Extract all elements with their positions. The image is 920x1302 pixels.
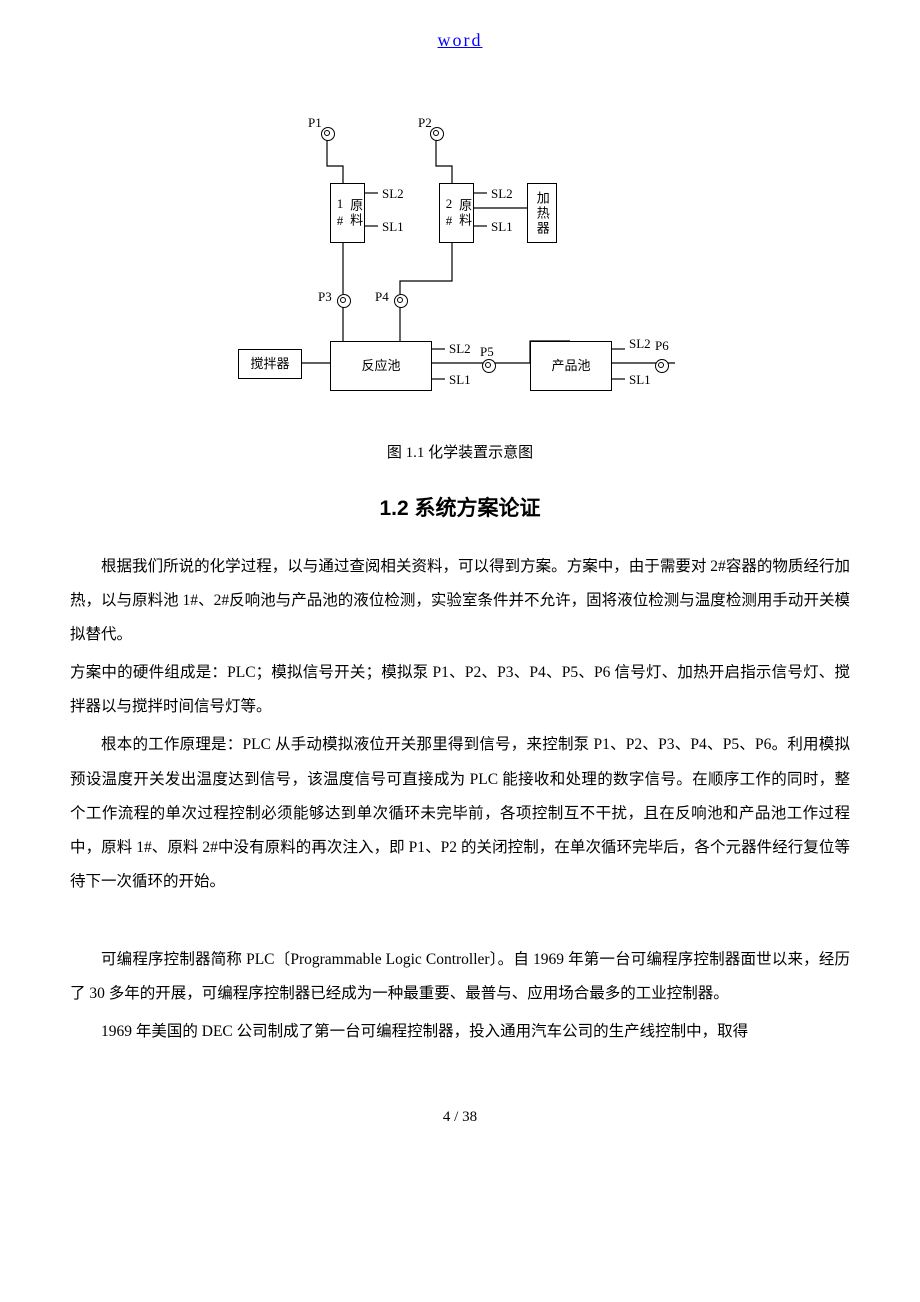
tank1-box: 原料1# [330,183,365,243]
product-sl1: SL1 [629,372,651,388]
label-p4: P4 [375,289,389,305]
paragraph-3: 根本的工作原理是：PLC 从手动模拟液位开关那里得到信号，来控制泵 P1、P2、… [70,728,850,898]
body-text: 根据我们所说的化学过程，以与通过查阅相关资料，可以得到方案。方案中，由于需要对 … [70,550,850,1049]
reactor-label: 反应池 [361,358,400,374]
section-title: 1.2 系统方案论证 [70,492,850,522]
paragraph-5: 1969 年美国的 DEC 公司制成了第一台可编程控制器，投入通用汽车公司的生产… [70,1015,850,1049]
pump-p3-icon [337,294,351,308]
reactor-box: 反应池 [330,341,432,391]
pump-p6-icon [655,359,669,373]
figure-caption: 图 1.1 化学装置示意图 [70,441,850,462]
label-p6: P6 [655,338,669,354]
product-box: 产品池 [530,341,612,391]
label-p2: P2 [418,115,432,131]
paragraph-1: 根据我们所说的化学过程，以与通过查阅相关资料，可以得到方案。方案中，由于需要对 … [70,550,850,652]
tank1-sl2: SL2 [382,186,404,202]
tank1-sl1: SL1 [382,219,404,235]
heater-box: 加热器 [527,183,557,243]
tank1-label: 原料1# [332,184,363,242]
mixer-box: 搅拌器 [238,349,302,379]
header-link[interactable]: word [70,30,850,51]
page-footer: 4 / 38 [70,1109,850,1126]
reactor-sl2: SL2 [449,341,471,357]
label-p1: P1 [308,115,322,131]
label-p3: P3 [318,289,332,305]
spacer [70,903,850,943]
heater-label: 加热器 [534,191,550,236]
chemical-diagram: P1 P2 原料1# SL2 SL1 原料2# SL2 SL1 加热器 P3 [230,111,690,421]
diagram-container: P1 P2 原料1# SL2 SL1 原料2# SL2 SL1 加热器 P3 [230,111,690,421]
tank2-label: 原料2# [441,184,472,242]
mixer-label: 搅拌器 [250,356,289,372]
tank2-box: 原料2# [439,183,474,243]
product-label: 产品池 [551,358,590,374]
pump-p2-icon [430,127,444,141]
label-p5: P5 [480,344,494,360]
paragraph-2: 方案中的硬件组成是：PLC；模拟信号开关；模拟泵 P1、P2、P3、P4、P5、… [70,656,850,724]
pump-p5-icon [482,359,496,373]
pump-p4-icon [394,294,408,308]
tank2-sl1: SL1 [491,219,513,235]
pump-p1-icon [321,127,335,141]
tank2-sl2: SL2 [491,186,513,202]
document-page: word [0,0,920,1166]
reactor-sl1: SL1 [449,372,471,388]
paragraph-4: 可编程序控制器简称 PLC〔Programmable Logic Control… [70,943,850,1011]
product-sl2: SL2 [629,336,651,352]
